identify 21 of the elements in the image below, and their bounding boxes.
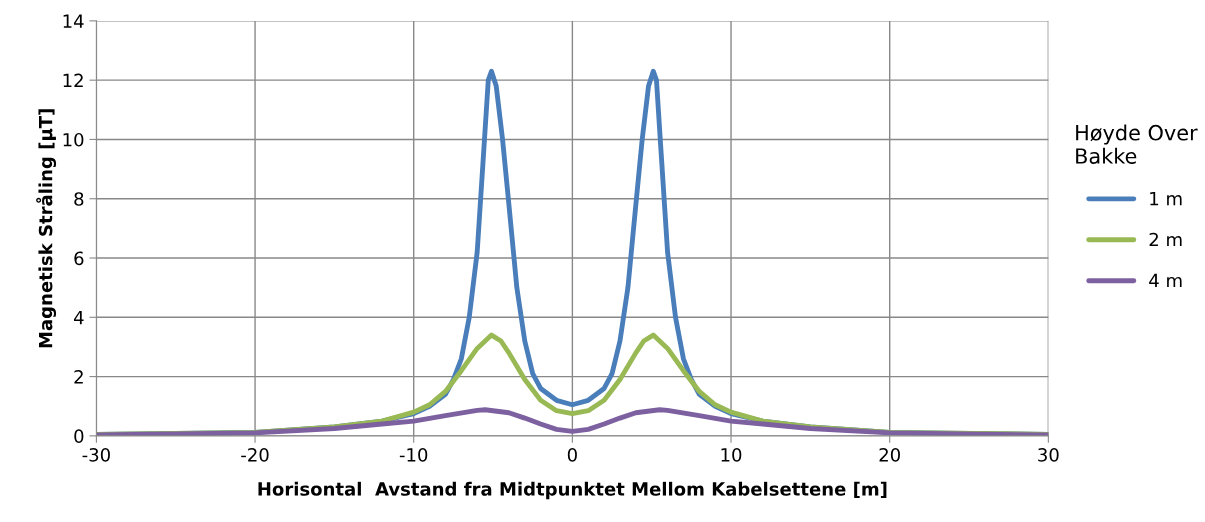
y-tick-label: 12 <box>63 73 83 88</box>
x-tick-label: 10 <box>721 447 742 462</box>
y-tick-label: 2 <box>74 370 83 384</box>
legend-title: Høyde Over Bakke <box>1076 124 1198 164</box>
y-tick-label: 10 <box>63 132 84 147</box>
x-tick-label: -10 <box>399 447 428 462</box>
x-tick-label: 20 <box>879 447 900 462</box>
y-axis-title: Magnetisk Stråling [µT] <box>36 109 57 348</box>
legend-label: 1 m <box>1150 191 1182 206</box>
x-tick-label: 30 <box>1038 447 1059 462</box>
y-tick-label: 0 <box>74 429 84 443</box>
x-axis-title: Horisontal Avstand fra Midtpunktet Mellom Kabelsettene [m] <box>258 481 887 500</box>
legend-label: 4 m <box>1149 273 1182 288</box>
x-tick-label: 0 <box>567 447 577 462</box>
legend-label: 2 m <box>1149 232 1182 247</box>
y-tick-label: 8 <box>74 192 84 206</box>
y-tick-label: 4 <box>73 311 84 325</box>
y-tick-label: 6 <box>74 251 84 266</box>
y-tick-label: 14 <box>63 14 84 28</box>
x-tick-label: -30 <box>82 447 110 462</box>
x-tick-label: -20 <box>241 447 269 462</box>
